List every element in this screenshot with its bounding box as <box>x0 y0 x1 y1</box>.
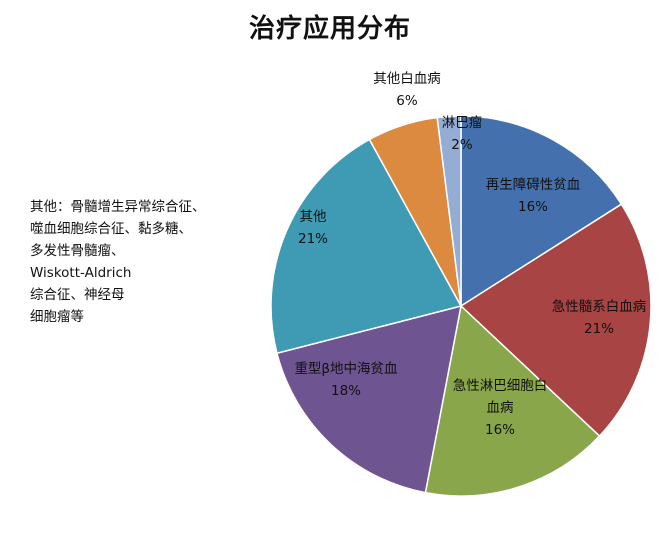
note-line: 噬血细胞综合征、黏多糖、 <box>30 221 192 237</box>
slice-category-label: 其他白血病 <box>373 71 441 87</box>
note-line: 细胞瘤等 <box>30 309 84 325</box>
slice-category-label: 急性髓系白血病 <box>552 299 647 315</box>
pie-slice <box>436 115 462 307</box>
pie-slice <box>276 304 462 494</box>
note-line: 综合征、神经母 <box>30 287 125 303</box>
pie-slice <box>424 304 601 497</box>
slice-value-label: 21% <box>298 231 328 247</box>
slice-category-label: 其他 <box>300 209 327 225</box>
pie-slice <box>459 203 652 438</box>
note-line: Wiskott-Aldrich <box>30 265 132 281</box>
pie-slice <box>460 115 623 308</box>
slice-category-label: 淋巴瘤 <box>442 114 483 131</box>
note-line: 其他：骨髓增生异常综合征、 <box>30 199 206 215</box>
slice-category-label: 血病 <box>487 400 514 416</box>
slice-category-label: 重型β地中海贫血 <box>294 361 397 377</box>
slice-category-label: 急性淋巴细胞白 <box>453 378 548 394</box>
slice-value-label: 6% <box>396 93 418 109</box>
slice-value-label: 18% <box>331 383 361 399</box>
slice-value-label: 16% <box>485 422 515 438</box>
slice-value-label: 21% <box>584 321 614 337</box>
note-line: 多发性骨髓瘤、 <box>30 243 125 259</box>
pie-slice <box>270 138 463 355</box>
chart-title: 治疗应用分布 <box>248 14 411 44</box>
other-category-note: 其他：骨髓增生异常综合征、 噬血细胞综合征、黏多糖、 多发性骨髓瘤、 Wisko… <box>30 196 260 328</box>
slice-value-label: 16% <box>518 199 548 215</box>
slice-value-label: 2% <box>451 137 473 153</box>
slice-category-label: 再生障碍性贫血 <box>486 177 581 193</box>
